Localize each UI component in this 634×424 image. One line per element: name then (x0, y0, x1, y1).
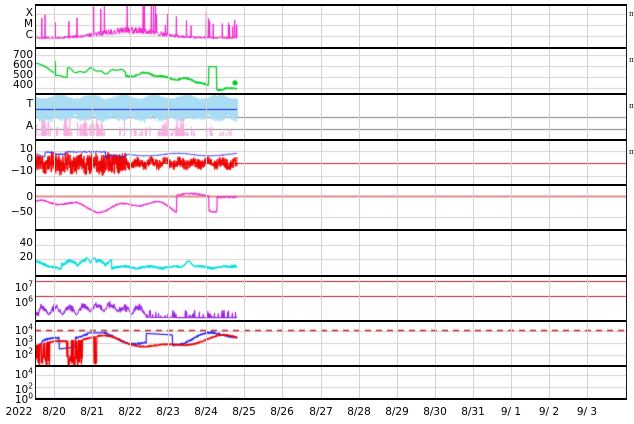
proton-flux-panel (35, 277, 627, 320)
gridline-8-20 (54, 4, 55, 400)
y-label-C: C (25, 29, 33, 41)
panel-separator-4 (35, 184, 627, 186)
x-tick-8-25: 8/25 (232, 406, 256, 418)
gridline-8-26 (282, 4, 283, 400)
ta-panel-canvas (35, 95, 627, 139)
x-tick-9-3: 9/ 3 (576, 406, 598, 418)
gridline-8-27 (321, 4, 322, 400)
panel-separator-8 (35, 365, 627, 367)
right-pi-label-2: π (629, 56, 634, 64)
y-label-X: X (25, 7, 33, 19)
y-tick-600: 600 (12, 59, 33, 71)
y-tick-1e2c: 102 (14, 381, 33, 396)
panel-separator-6 (35, 275, 627, 277)
electron-flux-panel (35, 322, 627, 365)
xmc-panel-canvas (35, 4, 627, 47)
y-tick-0: 0 (26, 153, 33, 165)
y-tick-500: 500 (12, 69, 33, 81)
bz-panel (35, 141, 627, 184)
panel-separator-5 (35, 229, 627, 231)
x-tick-9-1: 9/ 1 (500, 406, 522, 418)
gridline-8-22 (130, 4, 131, 400)
green-panel-canvas (35, 49, 627, 93)
x-tick-8-26: 8/26 (270, 406, 294, 418)
gridline-8-29 (397, 4, 398, 400)
x-tick-9-2: 9/ 2 (538, 406, 560, 418)
x-tick-8-20: 8/20 (42, 406, 66, 418)
panel-separator-1 (35, 47, 627, 49)
proton-flux-panel-canvas (35, 277, 627, 320)
gridline-8-28 (359, 4, 360, 400)
right-pi-label-4: π (629, 148, 634, 156)
y-tick-400: 400 (12, 79, 33, 91)
x-tick-8-31: 8/31 (461, 406, 485, 418)
y-tick-1e0: 100 (14, 391, 33, 406)
ta-panel (35, 95, 627, 139)
y-tick-0-phi: 0 (26, 191, 33, 203)
gridline-8-21 (92, 4, 93, 400)
electron-flux-panel-canvas (35, 322, 627, 365)
x-tick-8-30: 8/30 (423, 406, 447, 418)
y-tick-1e4: 104 (14, 322, 33, 337)
y-tick-10: 10 (19, 143, 33, 155)
y-tick-1e7: 107 (14, 279, 33, 294)
gridline-8-23 (168, 4, 169, 400)
phi-panel (35, 186, 627, 229)
phi-panel-canvas (35, 186, 627, 229)
y-tick-neg50: −50 (10, 206, 33, 218)
gridline-9-2 (549, 4, 550, 400)
x-tick-8-21: 8/21 (80, 406, 104, 418)
y-label-M: M (23, 18, 33, 30)
y-tick-1e6: 106 (14, 294, 33, 309)
gridline-9-1 (511, 4, 512, 400)
y-tick-700: 700 (12, 49, 33, 61)
x-tick-8-22: 8/22 (118, 406, 142, 418)
y-tick-1e3: 103 (14, 334, 33, 349)
x-tick-8-23: 8/23 (156, 406, 180, 418)
gridline-8-31 (473, 4, 474, 400)
y-tick-40: 40 (19, 237, 33, 249)
right-pi-label-3: π (629, 102, 634, 110)
x-tick-8-27: 8/27 (309, 406, 333, 418)
lower-flux-panel-canvas (35, 367, 627, 400)
right-pi-label-1: π (629, 10, 634, 18)
y-label-A: A (25, 120, 33, 132)
x-tick-8-29: 8/29 (385, 406, 409, 418)
y-tick-20: 20 (19, 251, 33, 263)
y-tick-neg10: −10 (10, 165, 33, 177)
panel-separator-2 (35, 93, 627, 95)
x-tick-8-28: 8/28 (347, 406, 371, 418)
density-panel (35, 231, 627, 275)
lower-flux-panel (35, 367, 627, 400)
panel-separator-3 (35, 139, 627, 141)
panel-separator-7 (35, 320, 627, 322)
gridline-9-3 (587, 4, 588, 400)
density-panel-canvas (35, 231, 627, 275)
bz-panel-canvas (35, 141, 627, 184)
xmc-panel (35, 4, 627, 47)
green-panel (35, 49, 627, 93)
y-label-T: T (26, 98, 33, 110)
y-tick-1e2b: 102 (14, 346, 33, 361)
plot-area (35, 4, 627, 400)
gridline-8-24 (206, 4, 207, 400)
gridline-8-30 (435, 4, 436, 400)
gridline-8-25 (244, 4, 245, 400)
y-tick-1e4b: 104 (14, 366, 33, 381)
x-tick-8-24: 8/24 (194, 406, 218, 418)
x-axis-year-label: 2022 (5, 406, 33, 418)
